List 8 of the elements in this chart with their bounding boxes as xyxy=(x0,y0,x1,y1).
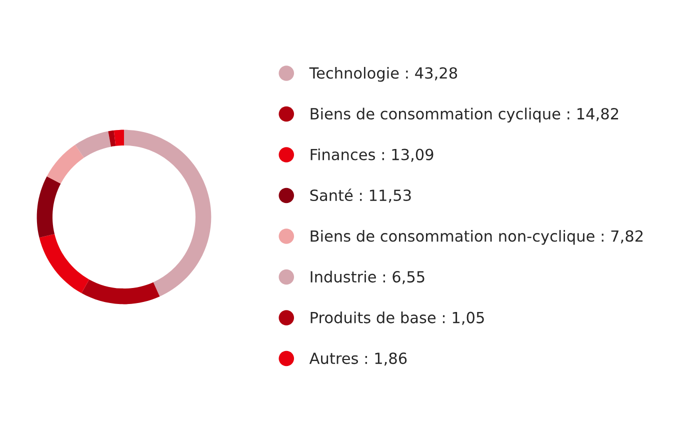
legend-label: Santé : 11,53 xyxy=(310,188,411,203)
legend-label: Finances : 13,09 xyxy=(310,148,434,162)
legend-label: Technologie : 43,28 xyxy=(309,66,458,82)
legend-label: Industrie : 6,55 xyxy=(310,270,424,284)
legend-label: Biens de consommation cyclique : 14,82 xyxy=(310,108,618,122)
legend-label: Produits de base : 1,05 xyxy=(310,312,484,325)
legend-label: Autres : 1,86 xyxy=(309,352,407,366)
legend-label: Biens de consommation non-cyclique : 7,82 xyxy=(310,230,643,245)
